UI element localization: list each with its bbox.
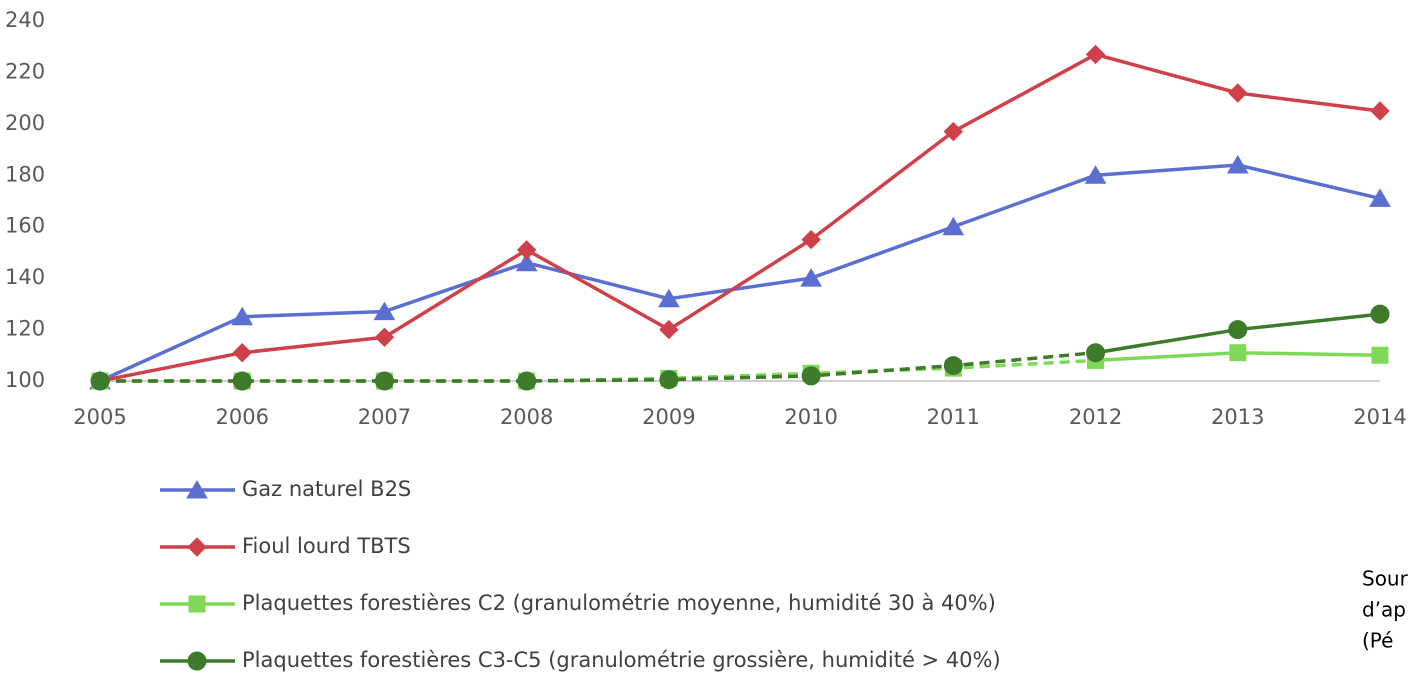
legend-marker [187, 651, 207, 671]
data-point [942, 216, 965, 236]
y-tick-label: 120 [5, 317, 45, 341]
data-point [1085, 44, 1106, 65]
x-tick-label: 2011 [927, 405, 980, 429]
legend-label: Plaquettes forestières C2 (granulométrie… [242, 591, 996, 615]
x-tick-label: 2010 [784, 405, 837, 429]
legend-label: Fioul lourd TBTS [242, 534, 411, 558]
data-point [1226, 155, 1249, 174]
series-line-dashed [100, 350, 1096, 383]
data-point [373, 301, 396, 321]
data-point [800, 268, 822, 287]
data-point [1369, 188, 1391, 207]
source-note: d’ap [1362, 598, 1406, 622]
x-tick-label: 2008 [500, 405, 553, 429]
data-point [1086, 343, 1106, 363]
data-point [658, 288, 680, 308]
data-point [1228, 320, 1248, 340]
series-line [99, 52, 1381, 383]
legend-marker [186, 480, 208, 499]
data-point [943, 121, 964, 142]
data-point [515, 252, 538, 272]
data-point [232, 343, 252, 363]
y-tick-label: 220 [5, 59, 45, 83]
y-tick-label: 140 [5, 265, 45, 289]
y-tick-label: 160 [5, 214, 45, 238]
data-point [1371, 346, 1389, 364]
data-point [231, 306, 254, 326]
data-point [1370, 101, 1390, 121]
data-point [516, 240, 537, 260]
x-tick-label: 2007 [358, 405, 411, 429]
data-point [374, 371, 394, 391]
y-tick-label: 240 [5, 8, 45, 32]
data-point [1084, 165, 1107, 184]
legend-marker [188, 595, 206, 613]
series-line [99, 163, 1381, 383]
y-tick-label: 100 [5, 368, 45, 392]
data-point [659, 370, 679, 390]
legend-label: Gaz naturel B2S [242, 477, 411, 501]
legend-label: Plaquettes forestières C3-C5 (granulomét… [242, 648, 1001, 672]
data-point [1229, 344, 1247, 362]
data-point [801, 366, 821, 386]
x-tick-label: 2005 [73, 405, 126, 429]
data-point [801, 229, 821, 250]
data-point [517, 371, 537, 391]
y-tick-label: 180 [5, 162, 45, 186]
data-point [90, 371, 110, 391]
x-tick-label: 2013 [1211, 405, 1264, 429]
data-point [1228, 83, 1248, 103]
data-point [943, 356, 963, 376]
data-point [1370, 304, 1390, 324]
x-tick-label: 2006 [215, 405, 268, 429]
y-tick-label: 200 [5, 111, 45, 135]
x-tick-label: 2014 [1353, 405, 1406, 429]
source-note: (Pé [1362, 629, 1393, 653]
legend-marker [187, 537, 207, 557]
x-tick-label: 2012 [1069, 405, 1122, 429]
data-point [374, 327, 395, 347]
data-point [659, 319, 679, 340]
source-note: Sour [1362, 567, 1409, 591]
x-tick-label: 2009 [642, 405, 695, 429]
data-point [232, 371, 252, 391]
